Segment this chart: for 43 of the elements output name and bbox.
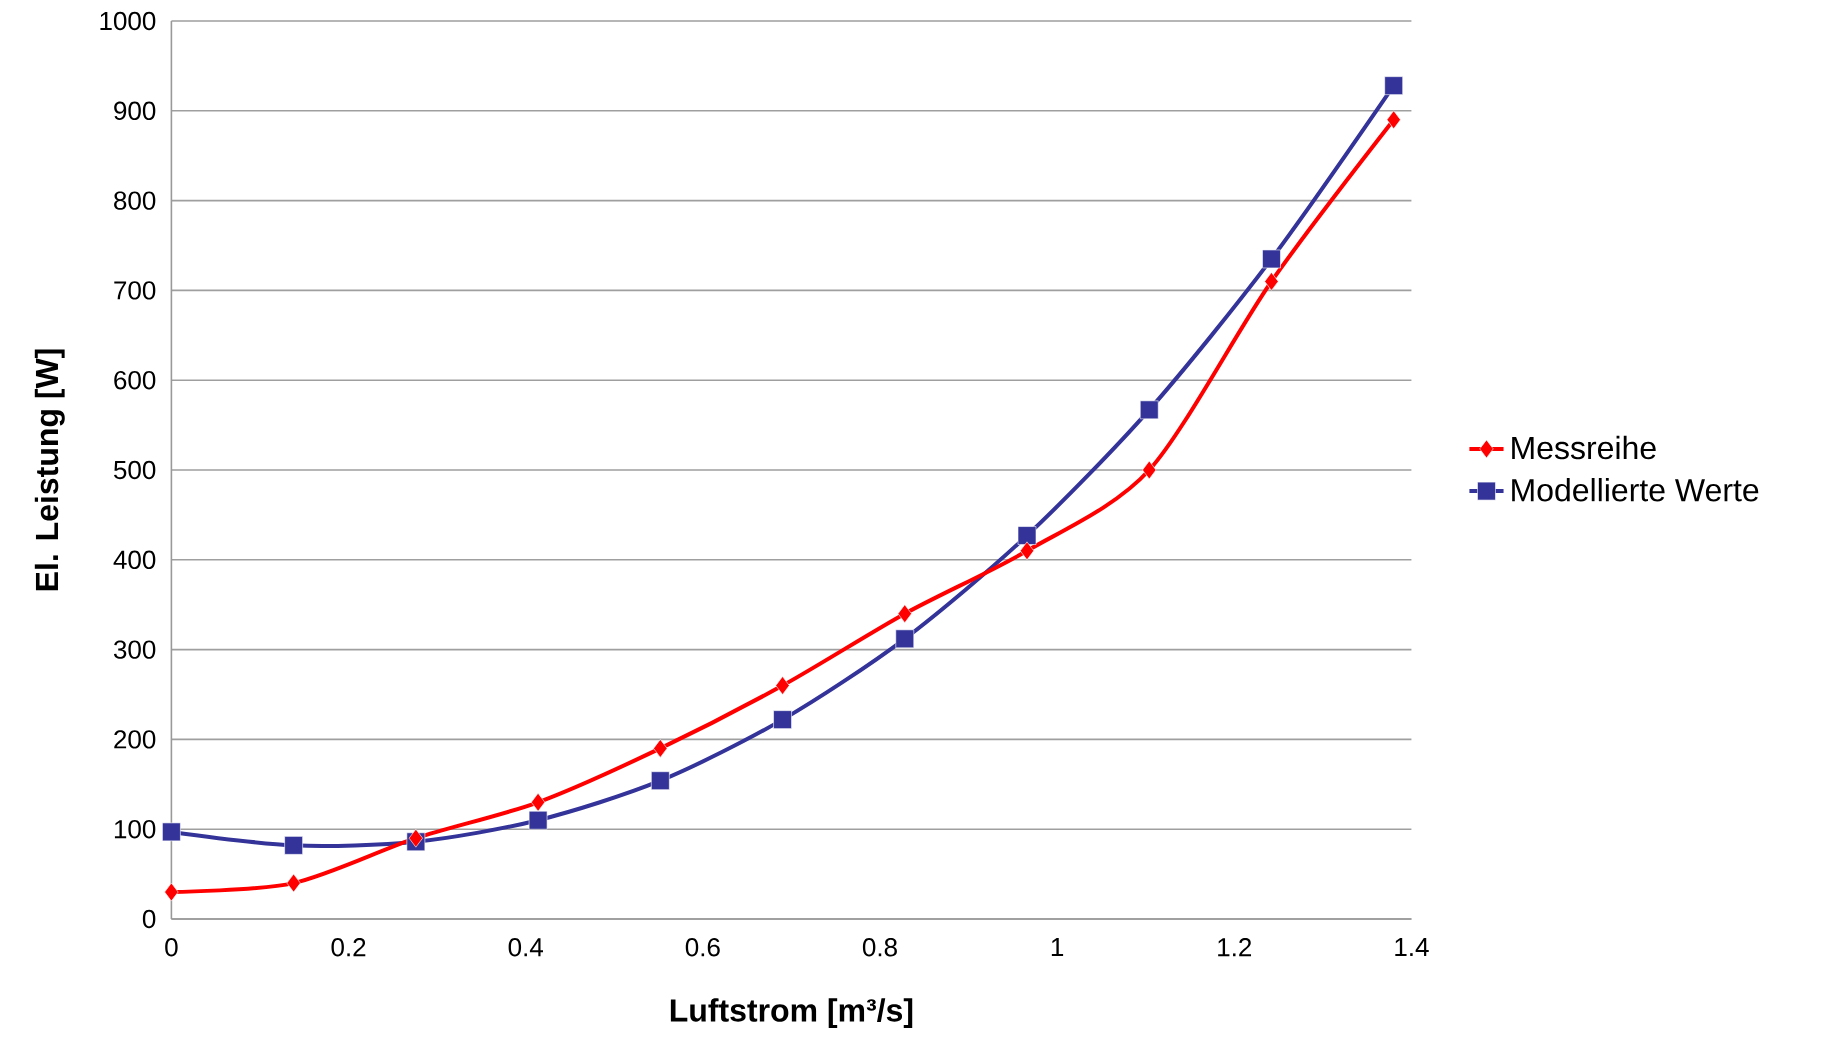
y-tick-label: 600 (114, 370, 156, 390)
x-tick-label: 0.8 (862, 938, 897, 957)
x-tick-label: 0.4 (508, 938, 544, 957)
y-tick-label: 100 (114, 819, 156, 839)
x-tick-label: 1.2 (1218, 938, 1252, 957)
point (895, 629, 915, 649)
x-tick-label: 1.4 (1395, 938, 1429, 956)
legend-label: Messreihe (1512, 435, 1656, 460)
point (1384, 76, 1403, 95)
point (897, 604, 912, 623)
legend-label: Modellierte Werte (1512, 478, 1759, 502)
point (164, 882, 179, 902)
point (528, 810, 548, 830)
x-tick-label: 0 (165, 938, 178, 957)
point (773, 710, 792, 729)
point (1019, 541, 1035, 561)
y-axis-title: El. Leistung [W] (34, 349, 65, 591)
y-tick-label: 400 (113, 550, 156, 569)
point (1017, 526, 1037, 545)
point (531, 792, 546, 812)
point (284, 836, 303, 855)
y-tick-label: 0 (142, 909, 156, 929)
y-tick-label: 300 (113, 640, 156, 659)
x-tick-label: 0.6 (685, 938, 720, 957)
x-axis-title: Luftstrom [m³/s] (670, 998, 913, 1029)
point (775, 676, 790, 695)
y-tick-label: 500 (113, 460, 156, 480)
point (1264, 272, 1279, 291)
y-tick-label: 700 (114, 281, 156, 300)
point (1142, 460, 1157, 480)
point (286, 873, 301, 893)
x-tick-label: 0.2 (331, 938, 366, 957)
point (1386, 110, 1401, 130)
y-tick-label: 800 (114, 191, 156, 210)
point (162, 822, 181, 842)
point (653, 739, 668, 758)
y-tick-label: 1000 (100, 11, 156, 31)
x-tick-label: 1 (1051, 938, 1064, 956)
y-tick-label: 900 (114, 101, 156, 120)
point (651, 771, 670, 791)
y-tick-label: 200 (114, 730, 156, 749)
point (1262, 249, 1281, 269)
point (1139, 400, 1159, 420)
